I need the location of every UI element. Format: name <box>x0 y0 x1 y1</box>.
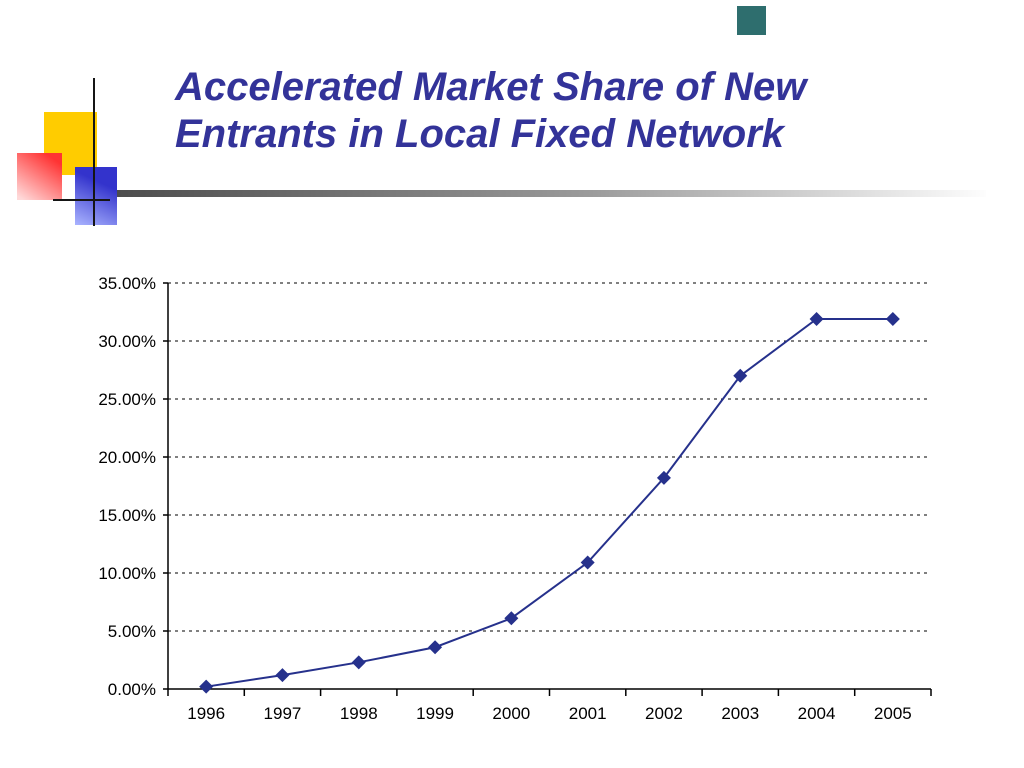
data-point-marker <box>428 640 443 655</box>
data-point-marker <box>733 368 748 383</box>
data-point-marker <box>275 668 290 683</box>
y-axis-label: 30.00% <box>98 332 156 351</box>
market-share-line-chart: 0.00% 5.00% 10.00% 15.00% 20.00% 25.00% 30.00%… <box>63 265 953 735</box>
x-axis-label: 2005 <box>874 704 912 723</box>
data-point-marker <box>885 311 900 326</box>
red-square-decoration <box>17 153 62 200</box>
series-line <box>205 317 893 688</box>
y-axis-label: 25.00% <box>98 390 156 409</box>
y-axis-label: 15.00% <box>98 506 156 525</box>
x-axis-label: 1998 <box>340 704 378 723</box>
horizontal-line-decoration <box>53 199 110 201</box>
slide-title: Accelerated Market Share of New Entrants… <box>175 64 965 158</box>
top-right-square-decoration <box>737 6 766 35</box>
x-axis-label: 2004 <box>798 704 836 723</box>
y-axis-label: 0.00% <box>108 680 156 699</box>
x-axis-label: 1997 <box>264 704 302 723</box>
data-point-marker <box>656 470 671 485</box>
data-point-marker <box>199 679 214 694</box>
y-axis-label: 10.00% <box>98 564 156 583</box>
x-axis-label: 2000 <box>492 704 530 723</box>
data-point-marker <box>504 611 519 626</box>
vertical-line-decoration <box>93 78 95 226</box>
data-point-marker <box>809 311 824 326</box>
slide-title-line2: Entrants in Local Fixed Network <box>175 112 785 157</box>
slide-title-line1: Accelerated Market Share of New <box>175 65 807 109</box>
x-axis-label: 1996 <box>187 704 225 723</box>
y-axis-label: 35.00% <box>98 274 156 293</box>
x-axis-label: 2003 <box>721 704 759 723</box>
title-divider-bar <box>100 190 986 197</box>
data-point-marker <box>580 555 595 570</box>
x-axis-label: 1999 <box>416 704 454 723</box>
y-axis-label: 20.00% <box>98 448 156 467</box>
blue-square-decoration <box>75 167 117 225</box>
data-point-marker <box>351 655 366 670</box>
y-axis-label: 5.00% <box>108 622 156 641</box>
chart-svg: 0.00% 5.00% 10.00% 15.00% 20.00% 25.00% 30.00%… <box>98 274 932 723</box>
x-axis-label: 2002 <box>645 704 683 723</box>
x-axis-label: 2001 <box>569 704 607 723</box>
